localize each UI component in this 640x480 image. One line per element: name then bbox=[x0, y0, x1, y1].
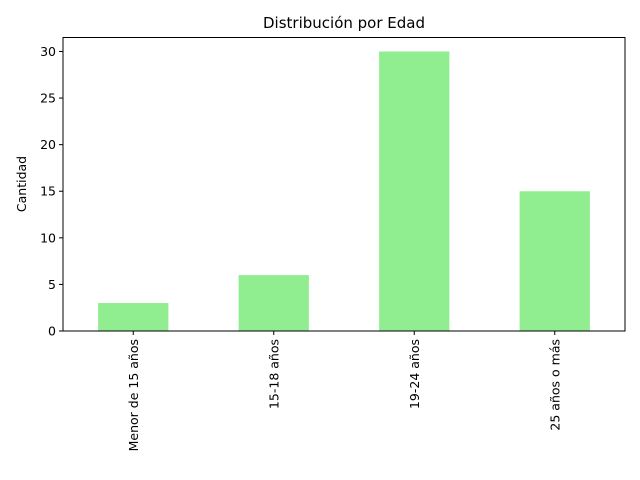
y-tick-label: 20 bbox=[40, 137, 56, 152]
x-tick-label: 19-24 años bbox=[407, 339, 422, 409]
chart-title: Distribución por Edad bbox=[263, 14, 425, 32]
plot-frame bbox=[62, 37, 626, 332]
y-tick-label: 15 bbox=[40, 184, 56, 199]
y-tick-label: 10 bbox=[40, 230, 56, 245]
y-axis-ticks: 0 5 10 15 20 25 30 bbox=[40, 44, 63, 339]
x-tick-label: Menor de 15 años bbox=[126, 339, 141, 451]
bar-0 bbox=[98, 303, 169, 331]
bar-3 bbox=[519, 191, 590, 331]
y-tick-label: 0 bbox=[48, 324, 56, 339]
bar-2 bbox=[379, 51, 450, 331]
y-tick-label: 30 bbox=[40, 44, 56, 59]
bars-group bbox=[98, 51, 590, 331]
x-tick-label: 15-18 años bbox=[266, 339, 281, 409]
y-axis-label: Cantidad bbox=[14, 156, 29, 212]
y-tick-label: 25 bbox=[40, 91, 56, 106]
bar-1 bbox=[238, 275, 309, 331]
y-tick-label: 5 bbox=[48, 277, 56, 292]
x-tick-label: 25 años o más bbox=[547, 339, 562, 431]
x-axis-ticks: Menor de 15 años 15-18 años 19-24 años 25 a… bbox=[126, 331, 562, 451]
